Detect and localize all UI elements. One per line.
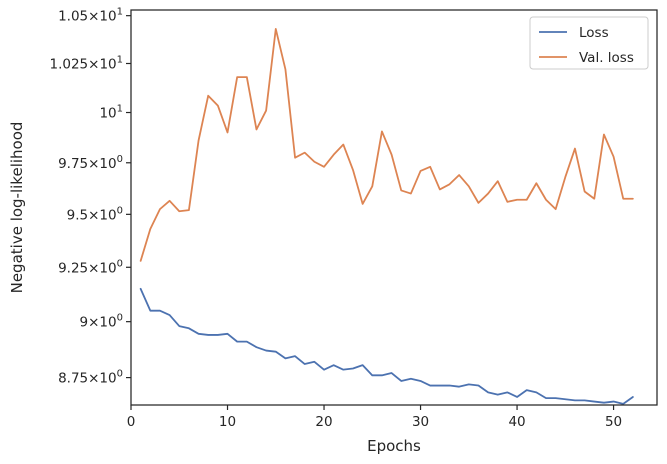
x-tick-label: 10 xyxy=(219,414,236,430)
legend: Loss Val. loss xyxy=(529,16,649,70)
series-line-val-loss xyxy=(139,28,634,262)
y-tick-label: 9.75×100 xyxy=(58,154,123,172)
legend-label-val-loss: Val. loss xyxy=(579,50,634,66)
x-tick-label: 0 xyxy=(127,414,136,430)
y-tick-label: 8.75×100 xyxy=(58,369,123,387)
y-tick-label: 1.05×101 xyxy=(58,7,123,25)
y-tick-label: 1.025×101 xyxy=(49,54,123,72)
y-tick-label: 9.25×100 xyxy=(58,258,123,276)
legend-label-loss: Loss xyxy=(579,25,609,41)
x-tick-label: 50 xyxy=(605,414,622,430)
series-line-loss xyxy=(139,287,634,405)
y-axis-label: Negative log-likelihood xyxy=(8,122,26,294)
y-tick-label: 9.5×100 xyxy=(67,205,123,223)
legend-box xyxy=(529,16,649,70)
x-tick-label: 30 xyxy=(412,414,429,430)
x-tick-label: 40 xyxy=(508,414,525,430)
y-tick-label: 101 xyxy=(99,104,123,122)
plot-frame xyxy=(130,9,658,406)
x-axis-label: Epochs xyxy=(367,437,421,455)
ticks-layer: 0 10 20 30 40 50 8.75×100 9×100 9.25×100 9.5×100 9… xyxy=(49,7,622,430)
lines-layer xyxy=(139,28,634,405)
y-tick-label: 9×100 xyxy=(80,313,123,331)
x-tick-label: 20 xyxy=(315,414,332,430)
